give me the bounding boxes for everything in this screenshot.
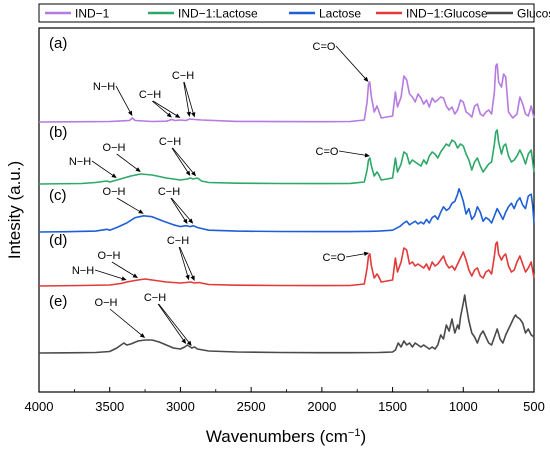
annotation-arrowhead	[135, 167, 141, 172]
x-tick-label: 500	[523, 399, 545, 414]
legend-entry: IND−1:Glucose	[406, 7, 488, 21]
annotation-arrowhead	[185, 274, 190, 281]
annotation-arrowhead	[139, 333, 146, 338]
annotation-arrowhead	[188, 218, 194, 224]
series-line	[38, 63, 535, 123]
annotation-arrow	[335, 45, 367, 81]
x-tick-label: 1500	[378, 399, 407, 414]
annotation-arrowhead	[183, 218, 188, 224]
annotation-label: C−H	[159, 136, 181, 148]
annotation-arrow	[183, 81, 195, 115]
x-axis-title-sup: −1	[348, 427, 361, 439]
x-axis-title-suffix: )	[360, 427, 366, 446]
x-tick-label: 3500	[95, 399, 124, 414]
annotation-arrowhead	[181, 338, 187, 344]
series-line	[38, 188, 535, 233]
annotation-arrowhead	[132, 273, 138, 278]
annotation-arrow	[338, 150, 368, 156]
annotation-arrow	[109, 308, 144, 337]
annotation-arrowhead	[364, 153, 370, 158]
annotation-arrow	[116, 197, 142, 213]
panel-label: (a)	[49, 35, 67, 52]
annotation-arrow	[152, 100, 179, 117]
panel-label-layer: (a) (b) (c) (d) (e)	[49, 35, 67, 310]
x-tick-label: 4000	[25, 399, 54, 414]
annotation-arrow	[183, 81, 190, 115]
x-tick-label: 2000	[307, 399, 336, 414]
annotation-arrowhead	[185, 170, 191, 176]
series-line	[38, 241, 535, 287]
x-axis-title: Wavenumbers (cm−1)	[206, 427, 366, 446]
annotation-label: C−H	[139, 89, 161, 101]
panel-label: (d)	[49, 232, 67, 249]
annotation-arrow	[170, 197, 187, 222]
x-axis: 4000 3500 3000 2500 2000 1500 1000 500	[25, 387, 545, 414]
annotation-label: O−H	[103, 142, 126, 154]
annotation-label: N−H	[93, 81, 115, 93]
annotation-layer: N−H C−H C−H C=O O−H N−H C−H C=O O−H C−H O−H N−H C−H C…	[69, 41, 370, 346]
annotation-arrow	[179, 246, 194, 279]
x-tick-label: 3000	[166, 399, 195, 414]
annotation-arrowhead	[138, 209, 144, 214]
x-tick-label: 1000	[449, 399, 478, 414]
series-line	[38, 294, 535, 354]
x-tick-label: 2500	[237, 399, 266, 414]
annotation-label: O−H	[98, 250, 121, 262]
annotation-arrowhead	[111, 173, 117, 178]
annotation-arrowhead	[175, 113, 181, 118]
annotation-label: N−H	[72, 265, 94, 277]
annotation-arrowhead	[128, 110, 133, 116]
series-layer	[38, 63, 535, 354]
annotation-arrow	[172, 147, 195, 175]
annotation-arrow	[91, 160, 115, 177]
legend-entry: Lactose	[319, 7, 361, 21]
annotation-arrow	[157, 303, 185, 342]
legend-entry: IND−1:Lactose	[178, 7, 258, 21]
annotation-arrow	[158, 303, 191, 344]
legend-entry: IND−1	[75, 7, 110, 21]
annotation-arrowhead	[186, 111, 191, 117]
legend: IND−1 IND−1:Lactose Lactose IND−1:Glucose Gl…	[38, 3, 550, 23]
annotation-arrowhead	[191, 171, 196, 177]
annotation-label: O−H	[95, 297, 118, 309]
annotation-arrow	[345, 253, 367, 258]
annotation-arrow	[94, 269, 124, 280]
annotation-arrow	[111, 261, 136, 277]
annotation-arrowhead	[121, 276, 127, 281]
series-line	[38, 129, 535, 185]
annotation-arrowhead	[363, 251, 370, 256]
annotation-arrowhead	[363, 76, 369, 82]
legend-entry: Glucose	[517, 7, 550, 21]
annotation-arrow	[115, 85, 132, 114]
annotation-arrowhead	[166, 112, 172, 118]
annotation-label: C−H	[158, 186, 180, 198]
annotation-label: C=O	[313, 41, 336, 53]
annotation-arrowhead	[191, 112, 196, 118]
annotation-label: C=O	[323, 252, 346, 264]
annotation-label: C=O	[316, 146, 339, 158]
panel-label: (b)	[49, 124, 67, 141]
panel-label: (e)	[49, 293, 67, 310]
annotation-label: C−H	[167, 235, 189, 247]
annotation-arrowhead	[186, 340, 192, 346]
annotation-label: N−H	[69, 156, 91, 168]
y-axis-title: Intesity (a.u.)	[5, 161, 24, 259]
annotation-arrow	[116, 153, 139, 171]
annotation-label: C−H	[172, 70, 194, 82]
annotation-arrow	[151, 100, 170, 116]
annotation-arrowhead	[190, 275, 195, 281]
annotation-label: O−H	[103, 186, 126, 198]
legend-box	[38, 3, 535, 23]
annotation-arrow	[171, 147, 190, 174]
annotation-arrow	[171, 197, 192, 222]
annotation-label: C−H	[144, 292, 166, 304]
panel-label: (c)	[49, 187, 67, 204]
annotation-arrow	[178, 246, 189, 278]
